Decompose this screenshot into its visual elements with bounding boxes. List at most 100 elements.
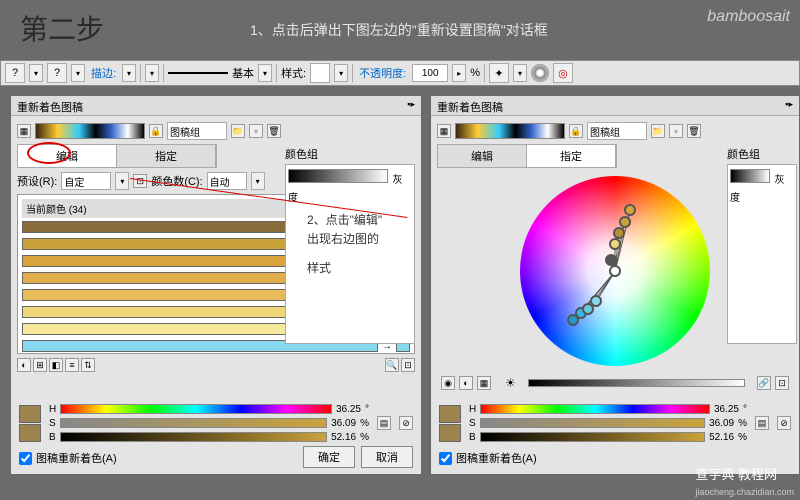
trash-icon[interactable]: 🗑 bbox=[267, 124, 281, 138]
new-icon-r[interactable]: ▫ bbox=[669, 124, 683, 138]
b-label: B bbox=[49, 432, 56, 443]
folder-icon[interactable]: 📁 bbox=[231, 124, 245, 138]
gray-gradient[interactable] bbox=[288, 169, 388, 183]
h-slider-r[interactable] bbox=[480, 404, 710, 414]
s-slider-r[interactable] bbox=[480, 418, 705, 428]
mode-tabs: 编辑 指定 bbox=[17, 144, 217, 168]
recolor-checkbox[interactable] bbox=[19, 452, 32, 465]
panel-menu-icon-r[interactable]: ▪▸ bbox=[785, 99, 793, 112]
help-button[interactable]: ? bbox=[5, 63, 25, 83]
preset-combo[interactable]: 自定 bbox=[61, 172, 111, 190]
s-value: 36.09 bbox=[331, 418, 356, 429]
wheel-mode2-icon[interactable]: ◐ bbox=[459, 376, 473, 390]
s-slider[interactable] bbox=[60, 418, 327, 428]
tab-assign-r[interactable]: 指定 bbox=[527, 145, 616, 167]
mode-icon[interactable]: ▤ bbox=[377, 416, 391, 430]
colors-combo[interactable]: 自动 bbox=[207, 172, 247, 190]
step-title: 第二步 bbox=[20, 8, 104, 48]
panel-menu-icon[interactable]: ▪▸ bbox=[407, 99, 415, 112]
gray-gradient-r[interactable] bbox=[730, 169, 770, 183]
artwork-colors-bar-r bbox=[455, 123, 565, 139]
footer-watermark: 查字典 教程网jiaocheng.chazidian.com bbox=[695, 464, 794, 498]
wheel-mode3-icon[interactable]: ▦ bbox=[477, 376, 491, 390]
b-slider[interactable] bbox=[60, 432, 327, 442]
colors-drop[interactable]: ▾ bbox=[251, 172, 265, 190]
options-toolbar: ?▾ ?▾ 描边: ▾ ▾ 基本 ▾ 样式: ▾ 不透明度: ▸ % ✦ ▾ ◎ bbox=[0, 60, 800, 86]
annotation-2: 2、点击"编辑" 出现右边图的 样式 bbox=[307, 211, 417, 279]
cancel-button[interactable]: 取消 bbox=[361, 446, 413, 468]
brightness-icon: ☀ bbox=[505, 376, 516, 390]
lock-icon[interactable]: 🔒 bbox=[149, 124, 163, 138]
folder-icon-r[interactable]: 📁 bbox=[651, 124, 665, 138]
color-group-label: 颜色组 bbox=[285, 146, 415, 162]
tool5-icon[interactable]: ⇅ bbox=[81, 358, 95, 372]
brightness-slider[interactable] bbox=[528, 379, 745, 387]
recolor-artwork-icon[interactable] bbox=[531, 64, 549, 82]
preset-drop[interactable]: ▾ bbox=[115, 172, 129, 190]
artwork-group-combo[interactable]: 图稿组 bbox=[167, 122, 227, 140]
brush-drop[interactable]: ▾ bbox=[258, 64, 272, 82]
style-drop[interactable]: ▾ bbox=[334, 64, 348, 82]
artwork-toggle-icon-r[interactable]: ▦ bbox=[437, 124, 451, 138]
swatch-before-r bbox=[439, 405, 461, 423]
recolor-panel-right: 重新着色图稿▪▸ ▦ 🔒 图稿组 📁 ▫ 🗑 编辑 指定 ◉ ◐ ▦ ☀ bbox=[430, 95, 800, 475]
var-width[interactable]: ▾ bbox=[145, 64, 159, 82]
basic-label: 基本 bbox=[232, 65, 254, 81]
color-group-panel-r: 颜色组 灰度 bbox=[727, 146, 797, 344]
instruction-text: 1、点击后弹出下图左边的"重新设置图稿"对话框 bbox=[250, 20, 548, 40]
artwork-group-combo-r[interactable]: 图稿组 bbox=[587, 122, 647, 140]
percent-label: % bbox=[470, 67, 480, 79]
b-value: 52.16 bbox=[331, 432, 356, 443]
preset-label: 预设(R): bbox=[17, 173, 57, 189]
help2-drop[interactable]: ▾ bbox=[71, 64, 85, 82]
s-label: S bbox=[49, 418, 56, 429]
help-drop[interactable]: ▾ bbox=[29, 64, 43, 82]
style-swatch[interactable] bbox=[310, 63, 330, 83]
ok-button[interactable]: 确定 bbox=[303, 446, 355, 468]
stroke-label: 描边: bbox=[89, 65, 118, 81]
target-icon[interactable]: ◎ bbox=[553, 63, 573, 83]
lock-icon-r[interactable]: 🔒 bbox=[569, 124, 583, 138]
mode-icon-r[interactable]: ▤ bbox=[755, 416, 769, 430]
s-label-r: S bbox=[469, 418, 476, 429]
tab-edit[interactable]: 编辑 bbox=[18, 145, 117, 167]
opacity-input[interactable] bbox=[412, 64, 448, 82]
tab-assign[interactable]: 指定 bbox=[117, 145, 216, 167]
tab-edit-r[interactable]: 编辑 bbox=[438, 145, 527, 167]
artwork-toggle-icon[interactable]: ▦ bbox=[17, 124, 31, 138]
recolor-chk-label-r: 图稿重新着色(A) bbox=[456, 450, 537, 466]
b-label-r: B bbox=[469, 432, 476, 443]
artwork-colors-bar bbox=[35, 123, 145, 139]
none-icon-r[interactable]: ⊘ bbox=[777, 416, 791, 430]
h-value-r: 36.25 bbox=[714, 404, 739, 415]
brush-preview bbox=[168, 72, 228, 74]
tool7-icon[interactable]: ⊡ bbox=[401, 358, 415, 372]
recolor-checkbox-r[interactable] bbox=[439, 452, 452, 465]
trash-icon-r[interactable]: 🗑 bbox=[687, 124, 701, 138]
stroke-weight[interactable]: ▾ bbox=[122, 64, 136, 82]
recolor-chk-label: 图稿重新着色(A) bbox=[36, 450, 117, 466]
current-colors-label: 当前颜色 (34) bbox=[26, 201, 87, 216]
link-icon[interactable]: 🔗 bbox=[757, 376, 771, 390]
style-label: 样式: bbox=[281, 65, 306, 81]
tool2-icon[interactable]: ⊞ bbox=[33, 358, 47, 372]
opts-icon[interactable]: ⊡ bbox=[775, 376, 789, 390]
color-wheel[interactable] bbox=[520, 176, 710, 366]
swatch-after bbox=[19, 424, 41, 442]
tool1-icon[interactable]: ◐ bbox=[17, 358, 31, 372]
opacity-drop[interactable]: ▸ bbox=[452, 64, 466, 82]
h-label: H bbox=[49, 404, 56, 415]
tool6-icon[interactable]: 🔍 bbox=[385, 358, 399, 372]
b-slider-r[interactable] bbox=[480, 432, 705, 442]
wand-drop[interactable]: ▾ bbox=[513, 64, 527, 82]
recolor-wand-icon[interactable]: ✦ bbox=[489, 63, 509, 83]
color-group-label-r: 颜色组 bbox=[727, 146, 797, 162]
wheel-mode1-icon[interactable]: ◉ bbox=[441, 376, 455, 390]
h-slider[interactable] bbox=[60, 404, 332, 414]
b-value-r: 52.16 bbox=[709, 432, 734, 443]
tool3-icon[interactable]: ◧ bbox=[49, 358, 63, 372]
new-icon[interactable]: ▫ bbox=[249, 124, 263, 138]
none-icon[interactable]: ⊘ bbox=[399, 416, 413, 430]
help2-button[interactable]: ? bbox=[47, 63, 67, 83]
tool4-icon[interactable]: ≡ bbox=[65, 358, 79, 372]
